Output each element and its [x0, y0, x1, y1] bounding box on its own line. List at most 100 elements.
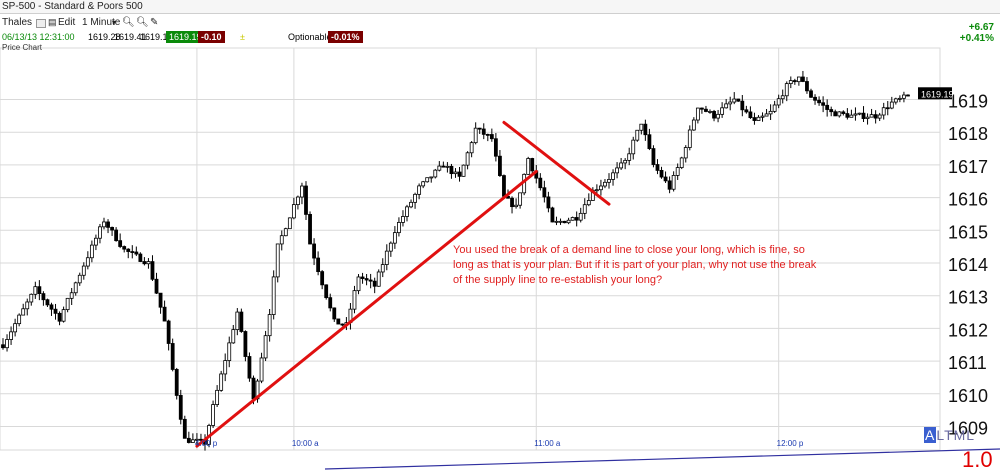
chevron-down-icon[interactable]: ▾ — [112, 18, 117, 27]
candle-body — [263, 335, 268, 359]
candle-body — [498, 155, 502, 176]
candle-body — [619, 162, 624, 169]
quote-pct-badge: -0.01% — [328, 31, 363, 43]
candle-body — [566, 219, 571, 224]
candle-body — [611, 172, 615, 180]
candle-body — [178, 395, 183, 420]
candle-body — [186, 437, 191, 443]
candle-body — [607, 179, 611, 183]
candle-body — [809, 90, 813, 98]
y-tick-label: 1619 — [948, 92, 988, 112]
edit-menu[interactable]: Edit — [58, 17, 76, 28]
candle-body — [724, 103, 729, 109]
candle-body — [235, 311, 240, 331]
candle-body — [712, 110, 716, 119]
candle-body — [267, 314, 272, 337]
candle-body — [885, 107, 890, 110]
zoom-in-icon[interactable]: 🔍︎ — [122, 17, 135, 28]
candle-body — [259, 357, 264, 382]
candle-body — [73, 282, 78, 294]
candle-body — [659, 169, 664, 178]
document-icon[interactable]: ▤ — [48, 17, 57, 27]
candle-body — [720, 107, 725, 115]
candle-body — [748, 111, 753, 119]
candle-body — [33, 286, 38, 295]
x-tick-label: 10:00 a — [292, 439, 319, 448]
candle-body — [849, 114, 854, 118]
candle-body — [340, 323, 345, 326]
candle-body — [704, 108, 708, 112]
candle-body — [328, 297, 333, 309]
x-tick-label: 4:00 p — [195, 439, 218, 448]
candle-body — [764, 113, 769, 117]
candle-body — [170, 343, 175, 370]
candle-body — [283, 228, 288, 237]
candle-body — [126, 248, 131, 252]
candle-body — [457, 171, 462, 177]
zoom-out-icon[interactable]: 🔍︎ — [136, 17, 149, 28]
candle-body — [53, 308, 58, 314]
alert-icon: ± — [240, 32, 245, 42]
candle-body — [296, 196, 300, 206]
candle-body — [481, 128, 486, 135]
y-tick-label: 1616 — [948, 190, 988, 210]
y-tick-label: 1611 — [948, 353, 987, 373]
candle-body — [502, 175, 506, 197]
symbol-selector[interactable]: Thales — [2, 17, 33, 28]
candle-body — [413, 193, 417, 203]
interval-selector[interactable]: 1 Minute — [82, 17, 121, 28]
candle-body — [114, 229, 119, 242]
candle-body — [558, 220, 563, 223]
candle-body — [542, 187, 547, 198]
candle-body — [304, 185, 308, 215]
candle-body — [94, 237, 98, 246]
candle-body — [772, 104, 777, 112]
candle-body — [77, 274, 82, 284]
candle-body — [752, 117, 757, 121]
dropdown-icon[interactable] — [36, 19, 46, 28]
candle-body — [599, 185, 603, 191]
x-tick-label: 12:00 p — [777, 439, 804, 448]
candle-body — [538, 177, 543, 189]
candle-body — [687, 129, 692, 148]
bottom-right-number: 1.0 — [962, 447, 993, 472]
candle-body — [493, 138, 498, 157]
candle-body — [287, 217, 292, 230]
candle-body — [251, 377, 256, 400]
candle-body — [1, 344, 5, 349]
candle-body — [81, 265, 86, 276]
y-tick-label: 1612 — [948, 320, 988, 340]
candle-body — [445, 165, 450, 168]
y-axis: 1609 1610 1611 1612 1613 1614 1615 1616 1617 1618… — [918, 87, 988, 439]
candle-body — [841, 111, 846, 114]
candle-body — [594, 189, 599, 192]
candle-body — [736, 98, 741, 102]
candle-body — [174, 369, 179, 396]
candle-body — [138, 253, 143, 262]
bottom-right-rest: LTML — [936, 427, 976, 443]
candle-body — [683, 147, 688, 159]
candle-body — [219, 373, 224, 391]
candle-body — [845, 113, 850, 118]
candle-body — [643, 123, 648, 136]
candle-body — [21, 308, 26, 316]
candle-body — [825, 104, 830, 110]
candle-body — [405, 206, 409, 217]
candle-body — [227, 342, 232, 361]
candle-body — [469, 142, 474, 154]
candle-body — [384, 250, 389, 265]
candle-body — [29, 293, 34, 303]
candle-body — [409, 201, 413, 208]
candle-body — [150, 261, 155, 280]
trendlines — [195, 120, 611, 448]
trendline — [195, 169, 538, 448]
candle-body — [69, 292, 74, 299]
candle-body — [392, 232, 397, 244]
candle-body — [546, 196, 551, 209]
candle-body — [41, 293, 46, 301]
pencil-icon[interactable]: ✎ — [150, 17, 159, 28]
candle-body — [102, 221, 106, 228]
candle-body — [776, 98, 781, 106]
candle-body — [695, 107, 700, 121]
candle-body — [853, 113, 858, 116]
